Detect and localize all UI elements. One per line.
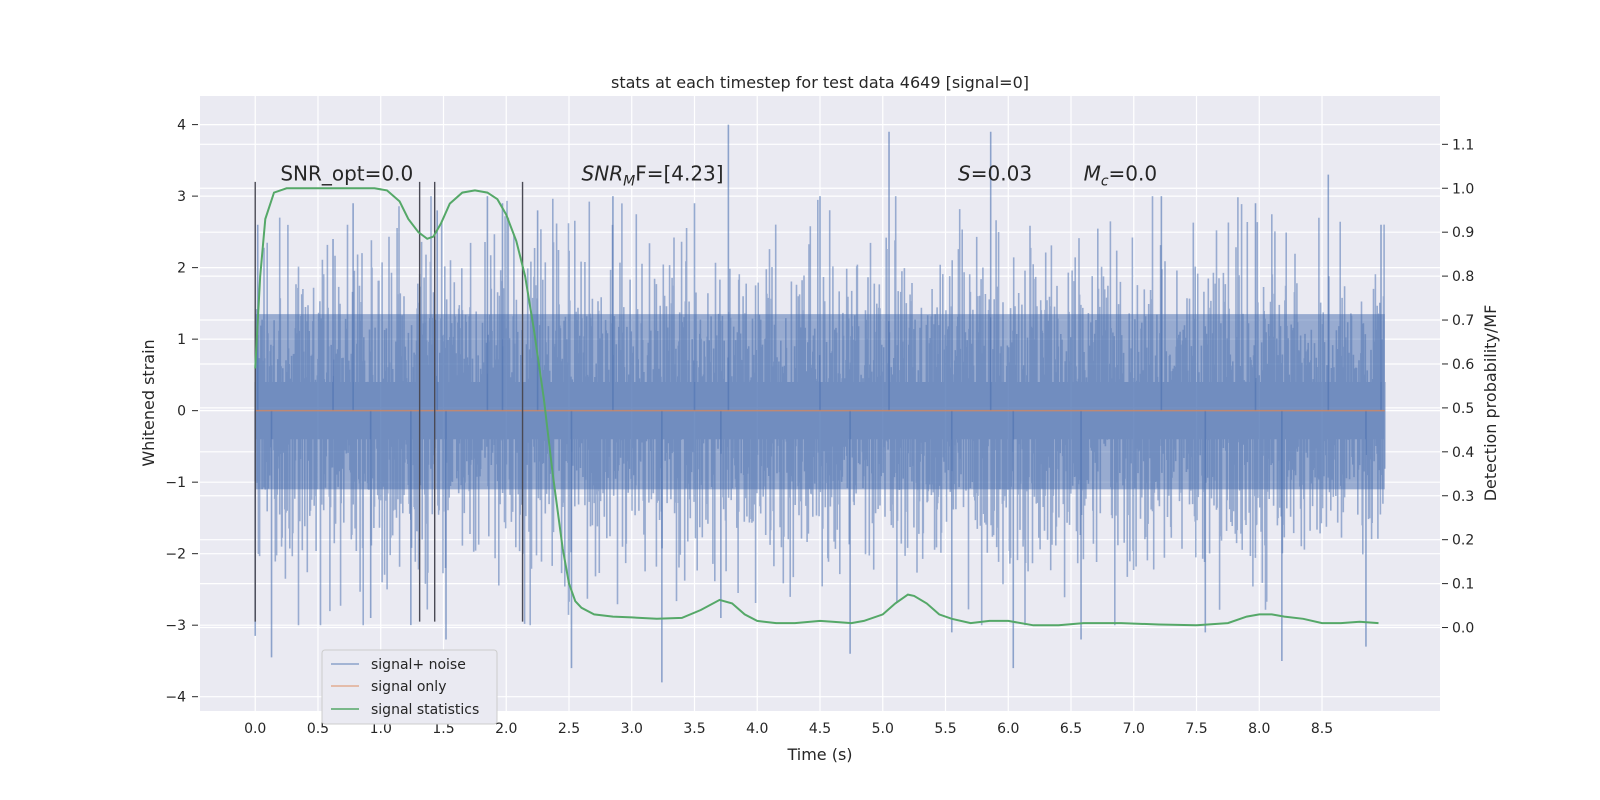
y2-axis-label: Detection probability/MF bbox=[1481, 305, 1500, 502]
x-tick-label: 0.0 bbox=[244, 721, 266, 737]
legend-label-noise: signal+ noise bbox=[371, 657, 466, 673]
y-tick-label: −1 bbox=[165, 475, 186, 491]
signal-statistics-series bbox=[254, 187, 1379, 627]
annotation: Mc=0.0 bbox=[1084, 162, 1158, 190]
noise-series bbox=[254, 124, 1386, 683]
y-tick-label: 2 bbox=[177, 261, 186, 277]
y2-tick-label: 1.0 bbox=[1452, 181, 1474, 197]
y-tick-label: −3 bbox=[165, 618, 186, 634]
y-tick-label: 0 bbox=[177, 404, 186, 420]
x-tick-label: 5.0 bbox=[872, 721, 894, 737]
signal-statistics-line bbox=[254, 187, 1379, 627]
y-axis-ticks: 4 3 2 1 0 −1 −2 −3 −4 bbox=[165, 118, 198, 706]
annotation: SNRMF=[4.23] bbox=[582, 162, 724, 190]
y2-tick-label: 0.3 bbox=[1452, 489, 1474, 505]
annotations: SNR_opt=0.0 SNRMF=[4.23] S=0.03 Mc=0.0 bbox=[280, 162, 1157, 190]
x-tick-label: 5.5 bbox=[934, 721, 956, 737]
y2-tick-label: 0.6 bbox=[1452, 357, 1474, 373]
x-tick-label: 2.0 bbox=[495, 721, 517, 737]
legend-label-signal-only: signal only bbox=[371, 679, 446, 695]
y2-tick-label: 0.9 bbox=[1452, 225, 1474, 241]
y2-axis-ticks: 1.1 1.0 0.9 0.8 0.7 0.6 0.5 0.4 0.3 0.2 0.1 0.0 bbox=[1442, 137, 1474, 637]
y-tick-label: −2 bbox=[165, 547, 186, 563]
x-tick-label: 8.5 bbox=[1311, 721, 1333, 737]
x-tick-label: 6.0 bbox=[997, 721, 1019, 737]
x-tick-label: 6.5 bbox=[1060, 721, 1082, 737]
y-tick-label: 1 bbox=[177, 332, 186, 348]
y2-tick-label: 0.2 bbox=[1452, 533, 1474, 549]
x-tick-label: 4.0 bbox=[746, 721, 768, 737]
legend: signal+ noise signal only signal statist… bbox=[321, 649, 498, 725]
vertical-markers bbox=[254, 181, 524, 622]
x-tick-label: 1.0 bbox=[370, 721, 392, 737]
x-tick-label: 4.5 bbox=[809, 721, 831, 737]
x-tick-label: 3.0 bbox=[621, 721, 643, 737]
y-tick-label: −4 bbox=[165, 690, 186, 706]
y2-tick-label: 1.1 bbox=[1452, 137, 1474, 153]
chart-title: stats at each timestep for test data 464… bbox=[611, 73, 1029, 92]
x-tick-label: 7.5 bbox=[1185, 721, 1207, 737]
y2-tick-label: 0.7 bbox=[1452, 313, 1474, 329]
y2-tick-label: 0.1 bbox=[1452, 577, 1474, 593]
x-tick-label: 1.5 bbox=[432, 721, 454, 737]
x-tick-label: 3.5 bbox=[683, 721, 705, 737]
y2-tick-label: 0.0 bbox=[1452, 621, 1474, 637]
x-axis-label: Time (s) bbox=[786, 745, 852, 764]
legend-box bbox=[321, 649, 498, 725]
annotation: SNR_opt=0.0 bbox=[280, 162, 413, 186]
x-tick-label: 8.0 bbox=[1248, 721, 1270, 737]
y2-tick-label: 0.5 bbox=[1452, 401, 1474, 417]
annotation: S=0.03 bbox=[958, 162, 1032, 186]
legend-label-statistics: signal statistics bbox=[371, 702, 479, 718]
y-tick-label: 3 bbox=[177, 189, 186, 205]
y-axis-label: Whitened strain bbox=[139, 339, 158, 466]
x-tick-label: 7.0 bbox=[1123, 721, 1145, 737]
y2-tick-label: 0.8 bbox=[1452, 269, 1474, 285]
x-tick-label: 2.5 bbox=[558, 721, 580, 737]
y-tick-label: 4 bbox=[177, 118, 186, 134]
x-axis-ticks: 0.0 0.5 1.0 1.5 2.0 2.5 3.0 3.5 4.0 4.5 5.0 5.5 6.0 6… bbox=[244, 721, 1333, 737]
x-tick-label: 0.5 bbox=[307, 721, 329, 737]
y2-tick-label: 0.4 bbox=[1452, 445, 1474, 461]
